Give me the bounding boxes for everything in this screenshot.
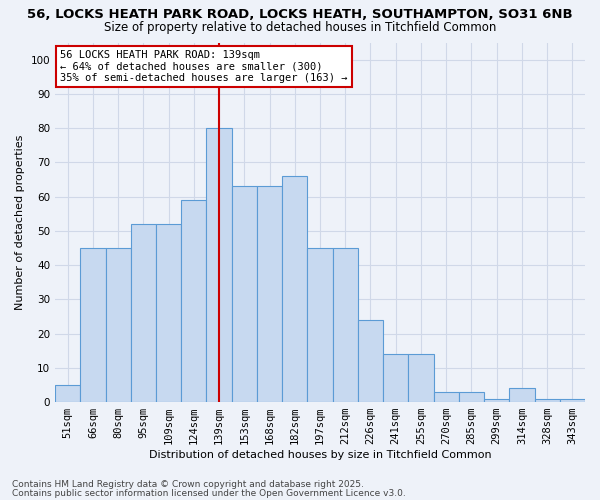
Y-axis label: Number of detached properties: Number of detached properties	[15, 134, 25, 310]
Bar	[307, 248, 332, 402]
Bar	[55, 385, 80, 402]
Text: Contains HM Land Registry data © Crown copyright and database right 2025.: Contains HM Land Registry data © Crown c…	[12, 480, 364, 489]
Text: Size of property relative to detached houses in Titchfield Common: Size of property relative to detached ho…	[104, 21, 496, 34]
Bar	[509, 388, 535, 402]
Bar	[332, 248, 358, 402]
Bar	[535, 398, 560, 402]
Bar	[232, 186, 257, 402]
Bar	[560, 398, 585, 402]
Bar	[106, 248, 131, 402]
Bar	[156, 224, 181, 402]
Text: Contains public sector information licensed under the Open Government Licence v3: Contains public sector information licen…	[12, 488, 406, 498]
Bar	[358, 320, 383, 402]
Bar	[257, 186, 282, 402]
Text: 56, LOCKS HEATH PARK ROAD, LOCKS HEATH, SOUTHAMPTON, SO31 6NB: 56, LOCKS HEATH PARK ROAD, LOCKS HEATH, …	[27, 8, 573, 20]
Bar	[434, 392, 459, 402]
Bar	[206, 128, 232, 402]
Bar	[282, 176, 307, 402]
Bar	[80, 248, 106, 402]
Bar	[131, 224, 156, 402]
X-axis label: Distribution of detached houses by size in Titchfield Common: Distribution of detached houses by size …	[149, 450, 491, 460]
Bar	[484, 398, 509, 402]
Bar	[181, 200, 206, 402]
Bar	[459, 392, 484, 402]
Bar	[409, 354, 434, 402]
Text: 56 LOCKS HEATH PARK ROAD: 139sqm
← 64% of detached houses are smaller (300)
35% : 56 LOCKS HEATH PARK ROAD: 139sqm ← 64% o…	[61, 50, 348, 83]
Bar	[383, 354, 409, 402]
